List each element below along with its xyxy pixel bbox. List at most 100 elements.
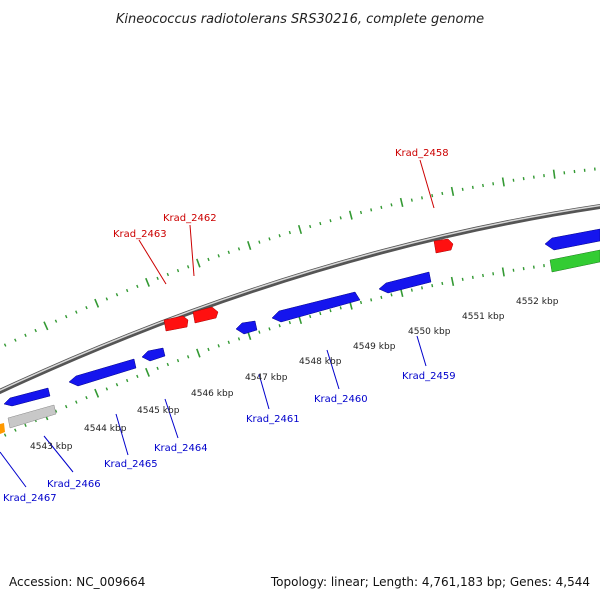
tick-mark (105, 297, 109, 301)
tick-mark (247, 240, 252, 251)
tick-mark (399, 197, 404, 207)
scale-label: 4552 kbp (516, 297, 559, 307)
feature-orange[interactable] (0, 423, 5, 434)
feature-grey[interactable] (7, 404, 57, 429)
tick-mark (268, 327, 271, 331)
gene-krad-2460[interactable] (271, 291, 361, 323)
tick-mark (43, 321, 49, 331)
tick-mark (237, 337, 241, 341)
gene-krad-2459[interactable] (378, 271, 432, 294)
tick-mark (217, 254, 220, 258)
tick-mark (258, 330, 261, 334)
tick-mark (501, 177, 505, 187)
tick-mark (450, 276, 455, 286)
tick-mark (431, 193, 434, 198)
tick-mark (186, 355, 190, 359)
tick-mark (431, 283, 434, 288)
tick-mark (85, 396, 88, 400)
tick-mark (237, 247, 241, 251)
gene-label-krad-2465[interactable]: Krad_2465 (104, 459, 158, 470)
gene-label-krad-2462[interactable]: Krad_2462 (163, 213, 217, 224)
tick-mark (441, 191, 444, 196)
tick-mark (339, 306, 342, 310)
genome-backbone (0, 203, 600, 395)
gene-label-krad-2459[interactable]: Krad_2459 (402, 371, 456, 382)
tick-mark (309, 314, 312, 319)
tick-mark (359, 210, 363, 215)
scale-label: 4544 kbp (84, 424, 127, 434)
tick-mark (166, 272, 170, 277)
tick-mark (105, 387, 109, 391)
tick-mark (501, 267, 505, 277)
gene-label-krad-2460[interactable]: Krad_2460 (314, 394, 368, 405)
map-title: Kineococcus radiotolerans SRS30216, comp… (116, 12, 484, 27)
tick-mark (471, 185, 474, 190)
scale-label: 4547 kbp (245, 373, 288, 383)
tick-mark (176, 358, 180, 363)
scale-label: 4551 kbp (462, 312, 505, 322)
tick-mark (24, 333, 27, 337)
tick-mark (207, 257, 210, 262)
tick-mark (34, 328, 37, 333)
tick-mark (380, 295, 383, 299)
gene-edge-green[interactable] (549, 249, 600, 273)
tick-mark (288, 230, 291, 235)
tick-mark (461, 277, 464, 281)
gene-label-krad-2466[interactable]: Krad_2466 (47, 479, 101, 490)
tick-mark (207, 347, 210, 352)
gene-krad-2458[interactable] (433, 238, 454, 254)
tick-mark (278, 234, 281, 238)
outer-tick-track (3, 167, 596, 347)
tick-mark (136, 284, 139, 289)
gene-label-krad-2464[interactable]: Krad_2464 (154, 443, 208, 454)
gene-features (0, 228, 600, 434)
tick-mark (64, 314, 68, 319)
tick-mark (482, 183, 484, 188)
tick-mark (85, 306, 88, 310)
tick-mark (410, 288, 413, 292)
tick-mark (288, 320, 291, 325)
accession-text: Accession: NC_009664 (9, 575, 145, 589)
gene-label-krad-2463[interactable]: Krad_2463 (113, 229, 167, 240)
tick-mark (156, 366, 159, 371)
tick-mark (380, 205, 383, 209)
gene-krad-2462[interactable] (192, 306, 219, 324)
tick-mark (532, 175, 535, 179)
gene-label-krad-2467[interactable]: Krad_2467 (3, 493, 57, 504)
scale-label: 4545 kbp (137, 406, 180, 416)
tick-mark (390, 293, 393, 297)
gene-label-krad-2461[interactable]: Krad_2461 (246, 414, 300, 425)
tick-mark (370, 208, 373, 212)
tick-mark (297, 224, 303, 235)
scale-label: 4550 kbp (408, 327, 451, 337)
scale-label: 4548 kbp (299, 357, 342, 367)
tick-mark (94, 388, 100, 398)
tick-mark (268, 237, 271, 241)
gene-edge-blue[interactable] (544, 228, 600, 251)
tick-mark (125, 288, 129, 293)
inner-tick-track (3, 257, 596, 437)
tick-mark (348, 210, 353, 220)
tick-mark (471, 275, 474, 280)
tick-mark (176, 268, 180, 273)
scale-label: 4543 kbp (30, 442, 73, 452)
tick-mark (54, 319, 58, 323)
tick-mark (278, 324, 281, 328)
gene-krad-2466[interactable] (68, 358, 137, 387)
tick-mark (421, 196, 423, 200)
gene-krad-2465[interactable] (141, 347, 166, 362)
tick-mark (115, 293, 119, 297)
gene-krad-2467[interactable] (3, 387, 51, 407)
tick-mark (145, 367, 150, 377)
tick-mark (319, 221, 322, 226)
gene-krad-2461[interactable] (235, 320, 258, 335)
tick-mark (461, 187, 464, 191)
tick-mark (339, 216, 342, 220)
tick-mark (329, 309, 332, 313)
gene-label-krad-2458[interactable]: Krad_2458 (395, 148, 449, 159)
tick-mark (227, 340, 230, 345)
tick-mark (196, 348, 201, 358)
tick-mark (522, 266, 525, 271)
gene-krad-2463[interactable] (163, 315, 189, 332)
